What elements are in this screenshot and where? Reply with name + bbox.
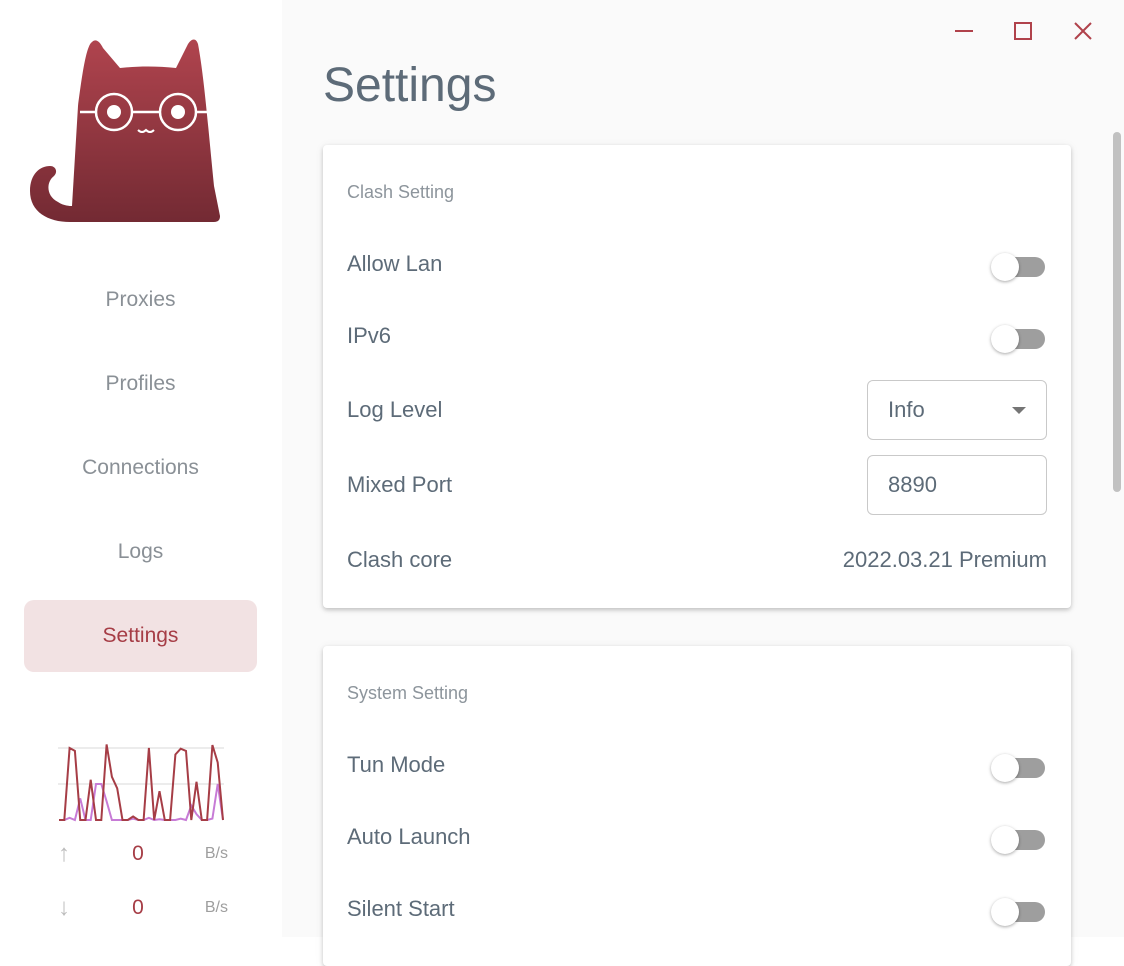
sidebar-item-logs[interactable]: Logs bbox=[24, 516, 257, 588]
auto-launch-toggle[interactable] bbox=[991, 822, 1047, 854]
system-setting-card: System Setting Tun Mode Auto Launch Sile… bbox=[323, 646, 1071, 966]
sidebar-item-settings[interactable]: Settings bbox=[24, 600, 257, 672]
dropdown-caret-icon bbox=[1012, 406, 1026, 414]
setting-label: Mixed Port bbox=[347, 472, 453, 497]
setting-label: Log Level bbox=[347, 397, 443, 422]
maximize-icon bbox=[1014, 22, 1032, 40]
sidebar-item-label: Logs bbox=[117, 540, 164, 563]
setting-label: IPv6 bbox=[347, 323, 392, 348]
log-level-value: Info bbox=[888, 397, 925, 422]
download-speed-row: ↓ 0 B/s bbox=[58, 893, 228, 923]
tun-mode-row: Tun Mode bbox=[347, 745, 1047, 785]
sidebar-item-profiles[interactable]: Profiles bbox=[24, 348, 257, 420]
upload-traffic-line bbox=[59, 744, 224, 821]
minimize-button[interactable] bbox=[949, 16, 979, 46]
upload-speed-row: ↑ 0 B/s bbox=[58, 839, 228, 869]
setting-label: Auto Launch bbox=[347, 824, 471, 849]
download-speed-unit: B/s bbox=[204, 899, 228, 916]
setting-label: Tun Mode bbox=[347, 752, 446, 777]
sidebar-item-label: Connections bbox=[82, 456, 199, 479]
sidebar-item-label: Proxies bbox=[105, 288, 176, 311]
ipv6-toggle[interactable] bbox=[991, 321, 1047, 353]
sidebar-item-connections[interactable]: Connections bbox=[24, 432, 257, 504]
close-button[interactable] bbox=[1068, 16, 1098, 46]
page-title: Settings bbox=[323, 59, 497, 112]
card-heading: Clash Setting bbox=[347, 182, 455, 202]
main-content: Settings Clash Setting Allow Lan IPv6 Lo… bbox=[282, 0, 1124, 966]
close-icon bbox=[1074, 22, 1092, 40]
sidebar-item-label: Settings bbox=[102, 624, 179, 647]
clash-core-row: Clash core 2022.03.21 Premium bbox=[347, 540, 1047, 580]
app-logo-cat bbox=[30, 39, 220, 222]
download-speed-value: 0 bbox=[132, 896, 144, 919]
traffic-graph bbox=[58, 744, 224, 822]
allow-lan-toggle[interactable] bbox=[991, 249, 1047, 281]
setting-label: Allow Lan bbox=[347, 251, 443, 276]
sidebar-item-proxies[interactable]: Proxies bbox=[24, 264, 257, 336]
upload-speed-value: 0 bbox=[132, 842, 144, 865]
scrollbar[interactable] bbox=[1113, 132, 1121, 492]
setting-label: Clash core bbox=[347, 547, 453, 572]
sidebar-item-label: Profiles bbox=[105, 372, 176, 395]
sidebar: Proxies Profiles Connections Logs Settin… bbox=[0, 0, 282, 937]
silent-start-row: Silent Start bbox=[347, 889, 1047, 929]
maximize-button[interactable] bbox=[1008, 16, 1038, 46]
card-heading: System Setting bbox=[347, 683, 469, 703]
minimize-icon bbox=[955, 30, 973, 32]
auto-launch-row: Auto Launch bbox=[347, 817, 1047, 857]
tun-mode-toggle[interactable] bbox=[991, 750, 1047, 782]
arrow-up-icon: ↑ bbox=[58, 840, 70, 867]
mixed-port-row: Mixed Port 8890 bbox=[347, 455, 1047, 515]
clash-setting-card: Clash Setting Allow Lan IPv6 Log Level I… bbox=[323, 145, 1071, 608]
allow-lan-row: Allow Lan bbox=[347, 244, 1047, 284]
clash-core-version: 2022.03.21 Premium bbox=[842, 547, 1047, 572]
log-level-row: Log Level Info bbox=[347, 380, 1047, 440]
silent-start-toggle[interactable] bbox=[991, 894, 1047, 926]
mixed-port-value: 8890 bbox=[888, 472, 937, 497]
mixed-port-input[interactable]: 8890 bbox=[867, 455, 1047, 515]
ipv6-row: IPv6 bbox=[347, 316, 1047, 356]
arrow-down-icon: ↓ bbox=[58, 894, 70, 921]
setting-label: Silent Start bbox=[347, 896, 455, 921]
upload-speed-unit: B/s bbox=[204, 845, 228, 862]
log-level-select[interactable]: Info bbox=[867, 380, 1047, 440]
